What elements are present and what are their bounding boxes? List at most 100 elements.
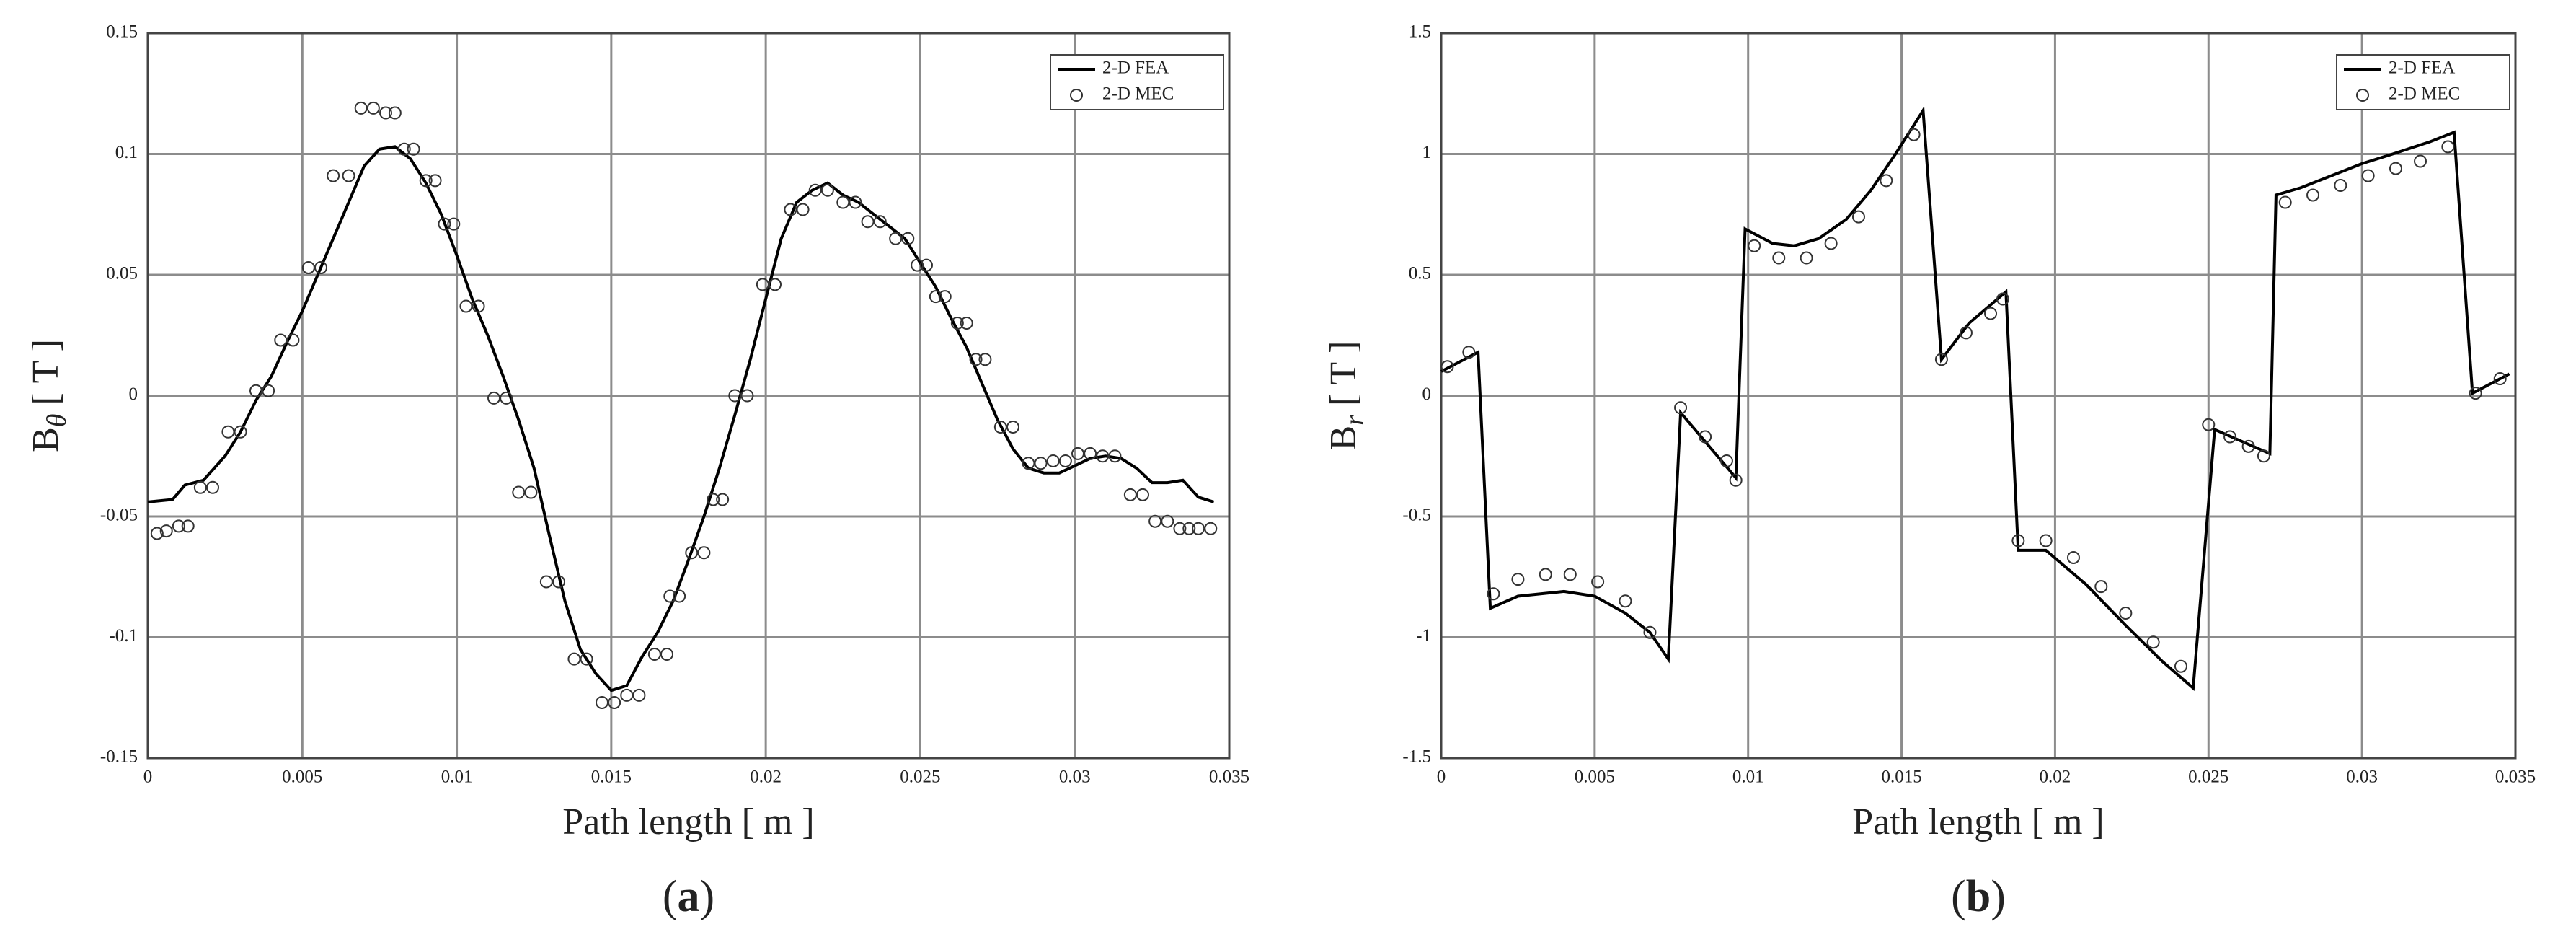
mec-marker [172,519,185,533]
x-tick-label: 0.01 [441,768,473,787]
mec-marker [960,317,973,330]
x-tick-label: 0.03 [1059,768,1091,787]
x-tick-label: 0.01 [1732,768,1764,787]
mec-marker [1699,430,1712,444]
y-tick-label: -0.15 [100,747,138,767]
mec-marker [206,480,219,494]
mec-marker [1880,174,1893,188]
mec-marker [1996,292,2010,306]
fea-line [147,145,1215,692]
x-tick-label: 0.02 [750,768,782,787]
mec-marker [181,519,195,533]
mec-marker [1729,473,1743,487]
mec-marker [438,217,451,231]
mec-marker [769,278,782,291]
mec-marker [2146,635,2160,649]
mec-marker [861,215,875,229]
mec-marker [159,524,173,538]
mec-marker [2414,154,2427,168]
mec-marker [1182,522,1196,535]
mec-marker [1591,575,1605,589]
y-tick-label: -0.1 [109,626,138,646]
x-tick-label: 0.025 [2188,768,2228,787]
mec-marker [2389,162,2402,175]
mec-marker [873,215,887,229]
mec-marker [1046,454,1060,467]
mec-marker [2223,430,2237,444]
mec-marker [1643,625,1657,639]
mec-marker [2441,140,2455,154]
panel-paren: ( [663,872,678,921]
mec-marker [938,290,952,304]
y-tick-label: 1 [1422,143,1432,162]
mec-marker [1022,457,1035,470]
mec-marker [620,688,634,702]
mec-marker [366,101,380,115]
mec-marker [487,391,500,405]
mec-marker [459,299,473,313]
mec-marker [756,278,769,291]
y-label-symbol: B [1323,426,1364,451]
mec-marker [1173,522,1187,535]
mec-marker [539,575,553,589]
mec-marker [663,589,677,603]
mec-marker [596,695,608,709]
mec-marker [1058,454,1072,467]
mec-marker [2174,659,2187,673]
mec-marker [447,217,461,231]
x-axis-label: Path length [ m ] [562,801,815,843]
x-tick-label: 0.025 [900,768,940,787]
y-axis-label: Br [ T ] [1323,340,1370,450]
mec-marker [379,106,392,120]
mec-marker [1084,447,1097,460]
mec-marker [221,425,235,439]
mec-marker [2039,534,2053,547]
mec-marker [632,688,646,702]
mec-marker [1907,128,1921,141]
mec-marker [419,174,433,188]
mec-marker [2257,449,2270,463]
mec-marker [234,425,247,439]
mec-marker [2011,534,2025,547]
mec-marker [342,169,355,182]
y-label-sub: r [1340,415,1370,426]
mec-marker [950,317,964,330]
x-tick-label: 0 [143,768,153,787]
mec-marker [740,389,754,403]
mec-marker [1161,514,1174,528]
mec-marker [2202,418,2216,431]
legend-text: 2-D FEA [2389,58,2455,78]
y-tick-label: 0.05 [106,264,138,283]
mec-marker [728,389,742,403]
mec-marker [512,485,526,499]
mec-marker [1851,210,1865,224]
mec-marker [249,384,262,397]
mec-marker [2241,439,2255,453]
mec-marker [1674,401,1688,415]
y-axis-label: Bθ [ T ] [25,339,72,452]
mec-marker [849,195,862,209]
mec-marker [567,652,581,666]
mec-marker [911,258,924,272]
mec-marker [354,101,368,115]
mec-marker [472,299,485,313]
mec-marker [685,546,699,560]
y-tick-label: 0.1 [115,143,138,162]
legend-marker [1070,89,1083,102]
mec-marker [1984,307,1998,320]
panel: 0 0.005 0.01 0.015 0.02 0.025 0.03 0.035 -1.5 -1 -… [1323,22,2536,922]
y-tick-label: -1 [1416,626,1431,646]
mec-marker [1959,326,1973,340]
mec-marker [2278,195,2292,209]
mec-marker [1563,568,1577,581]
mec-marker [2094,580,2108,594]
y-label-unit: [ T ] [25,339,66,405]
mec-marker [1719,454,1733,467]
panel-letter: b [1966,872,1991,921]
mec-marker [1071,447,1084,460]
mec-marker [836,195,850,209]
mec-marker [673,589,686,603]
y-tick-label: -1.5 [1402,747,1431,767]
